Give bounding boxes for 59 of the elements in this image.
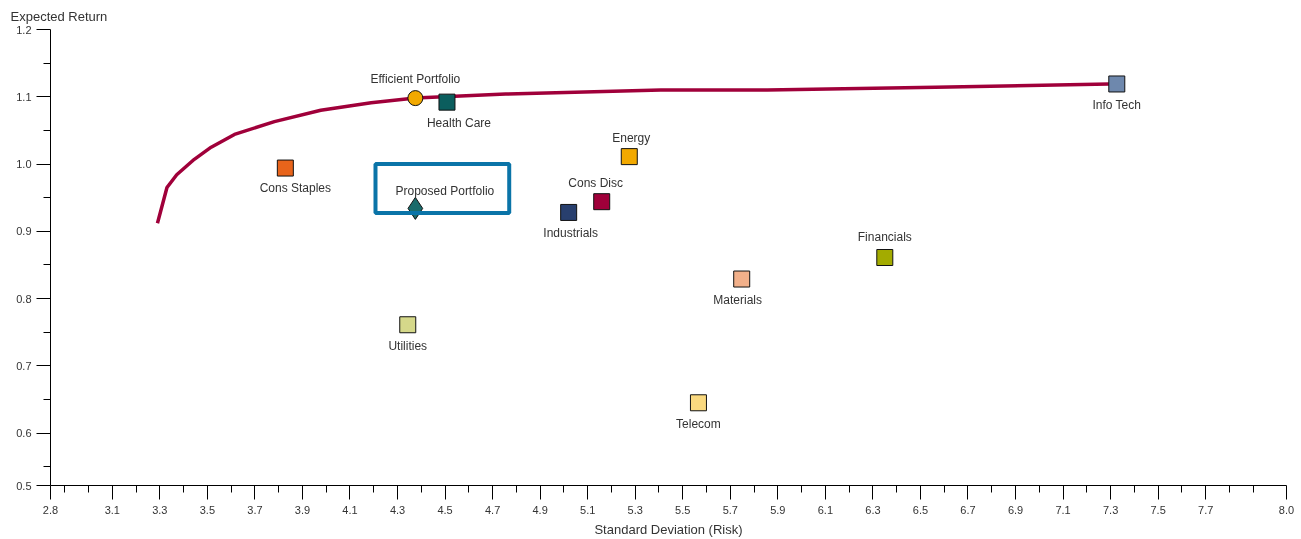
series-label: Financials	[857, 229, 912, 244]
y-tick-label: 0.5	[16, 479, 32, 492]
x-tick-label: 6.3	[865, 503, 881, 516]
point	[733, 270, 751, 288]
x-tick-label: 6.5	[912, 503, 929, 516]
x-tick-label: 7.5	[1150, 503, 1166, 516]
point	[399, 316, 417, 334]
x-tick-label: 3.7	[247, 503, 263, 516]
x-tick-label: 5.9	[770, 503, 786, 516]
y-tick-label: 0.6	[16, 427, 32, 440]
x-tick-label: 5.7	[722, 503, 738, 516]
point	[620, 148, 638, 166]
series-label: Materials	[713, 293, 763, 308]
x-tick-label: 7.1	[1055, 503, 1071, 516]
y-tick-label: 0.8	[16, 292, 32, 305]
series-label: Proposed Portfolio	[395, 183, 495, 198]
x-tick-label: 4.3	[389, 503, 406, 516]
point	[438, 93, 456, 111]
point	[876, 249, 894, 266]
y-axis-title: Expected Return	[10, 8, 108, 24]
point	[689, 394, 707, 412]
y-tick-label: 0.9	[16, 225, 32, 238]
x-tick-label: 3.3	[152, 503, 168, 516]
series-label: Telecom	[676, 416, 721, 431]
point	[560, 203, 578, 221]
y-tick-label: 1.1	[16, 90, 32, 103]
series-label: Utilities	[388, 338, 428, 353]
x-tick-label: 4.5	[437, 503, 453, 516]
x-tick-label: 4.9	[532, 503, 548, 516]
series-label: Energy	[612, 130, 651, 145]
series-label: Efficient Portfolio	[370, 72, 461, 87]
y-tick-label: 1.0	[16, 158, 32, 171]
point	[593, 193, 611, 211]
x-tick-label: 3.1	[104, 503, 120, 516]
x-tick-label: 5.1	[580, 503, 596, 516]
series-label: Cons Staples	[259, 181, 332, 196]
x-tick-label: 5.3	[627, 503, 643, 516]
x-tick-label: 5.5	[675, 503, 691, 516]
y-tick-label: 0.7	[16, 359, 32, 372]
x-tick-label: 4.1	[342, 503, 358, 516]
x-tick-label: 8.0	[1278, 503, 1295, 516]
x-tick-label: 7.7	[1198, 503, 1214, 516]
series-label: Cons Disc	[568, 175, 624, 190]
x-tick-label: 6.9	[1007, 503, 1024, 516]
point	[407, 90, 424, 107]
series-label: Info Tech	[1092, 97, 1141, 112]
x-tick-label: 7.3	[1102, 503, 1119, 516]
x-tick-label: 3.9	[294, 503, 311, 516]
series-label: Health Care	[426, 116, 492, 131]
series-label: Industrials	[543, 226, 599, 241]
x-tick-label: 3.5	[199, 503, 216, 516]
x-tick-label: 4.7	[484, 503, 501, 516]
x-axis-title: Standard Deviation (Risk)	[594, 521, 743, 537]
x-tick-label: 2.8	[42, 503, 59, 516]
x-tick-label: 6.1	[817, 503, 834, 516]
point	[1108, 75, 1126, 93]
point	[276, 159, 294, 177]
y-tick-label: 1.2	[16, 23, 32, 36]
x-tick-label: 6.7	[960, 503, 976, 516]
